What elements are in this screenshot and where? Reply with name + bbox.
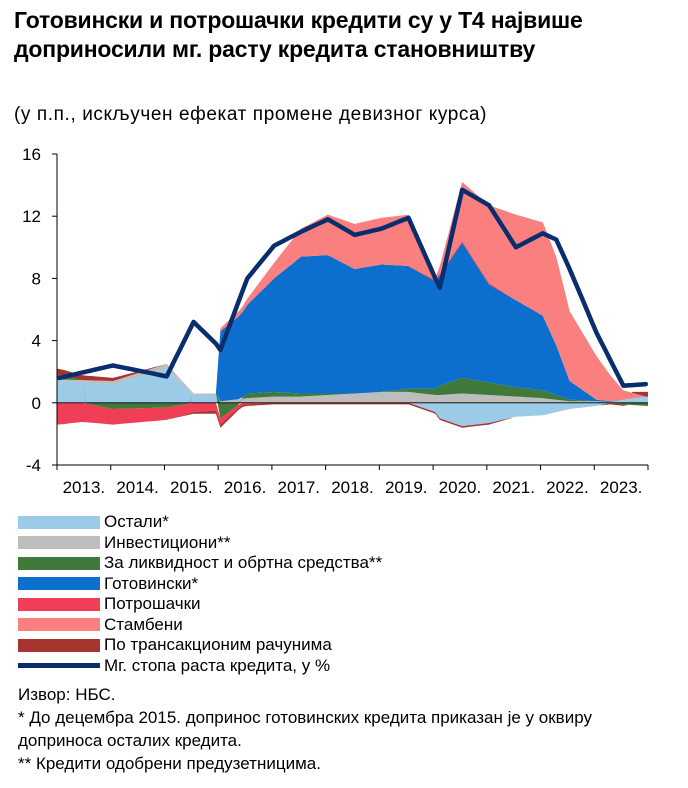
x-tick-label: 2014.	[116, 478, 159, 497]
legend-item: За ликвидност и обртна средства**	[18, 553, 382, 574]
x-tick-label: 2019.	[385, 478, 428, 497]
legend-swatch	[18, 663, 100, 669]
legend-item: Потрошачки	[18, 594, 382, 615]
area-series-6	[57, 182, 648, 402]
area-series-4	[57, 242, 648, 402]
y-tick-label: 8	[32, 269, 41, 288]
source-note: Извор: НБС.	[18, 685, 116, 704]
x-tick-label: 2017.	[277, 478, 320, 497]
chart-legend: Остали* Инвестициони** За ликвидност и обр…	[18, 512, 382, 676]
legend-swatch	[18, 536, 100, 550]
growth-line-layer	[56, 187, 649, 388]
legend-label: По трансакционим рачунима	[104, 635, 332, 655]
y-tick-label: 16	[22, 145, 41, 164]
legend-swatch	[18, 638, 100, 652]
legend-label: Готовински*	[104, 573, 199, 593]
legend-label: Инвестициони**	[104, 532, 231, 552]
y-tick-label: 12	[22, 207, 41, 226]
y-tick-label: 0	[32, 394, 41, 413]
y-tick-label: -4	[26, 456, 41, 475]
legend-swatch	[18, 556, 100, 570]
footnote-1: * До децембра 2015. допринос готовинских…	[18, 708, 592, 750]
legend-swatch	[18, 618, 100, 632]
x-tick-label: 2018.	[331, 478, 374, 497]
legend-label: Потрошачки	[104, 594, 201, 614]
y-tick-labels: -4 0 4 8 12 16	[22, 145, 41, 475]
legend-item: Стамбени	[18, 615, 382, 636]
y-tick-label: 4	[32, 332, 41, 351]
legend-label: За ликвидност и обртна средства**	[104, 553, 383, 573]
legend-item: По трансакционим рачунима	[18, 635, 382, 656]
x-tick-label: 2015.	[170, 478, 213, 497]
legend-item: Мг. стопа раста кредита, у %	[18, 656, 382, 677]
area-series-1	[57, 368, 648, 427]
chart-notes: Извор: НБС. * До децембра 2015. допринос…	[18, 683, 668, 775]
legend-swatch	[18, 577, 100, 591]
x-tick-label: 2023.	[600, 478, 643, 497]
chart-title: Готовински и потрошачки кредити су у Т4 …	[14, 7, 583, 62]
legend-label: Остали*	[104, 512, 169, 532]
legend-label: Стамбени	[104, 614, 183, 634]
legend-label: Мг. стопа раста кредита, у %	[104, 655, 331, 675]
legend-item: Готовински*	[18, 574, 382, 595]
x-tick-label: 2020.	[439, 478, 482, 497]
x-tick-label: 2016.	[224, 478, 267, 497]
stacked-areas	[57, 182, 648, 428]
x-tick-label: 2022.	[546, 478, 589, 497]
area-series-3	[57, 374, 648, 419]
chart-subtitle: (у п.п., искључен ефекат промене девизно…	[14, 104, 488, 125]
chart-svg: -4 0 4 8 12 16 2013. 2014. 2015. 2016. 2017. 2018.…	[22, 145, 649, 497]
area-series-2	[57, 363, 648, 403]
x-tick-labels: 2013. 2014. 2015. 2016. 2017. 2018. 2019. 2020.…	[63, 478, 643, 497]
legend-item: Инвестициони**	[18, 533, 382, 554]
legend-item: Остали*	[18, 512, 382, 533]
x-tick-label: 2013.	[63, 478, 106, 497]
chart-axes	[52, 153, 649, 470]
legend-swatch	[18, 515, 100, 529]
legend-swatch	[18, 597, 100, 611]
footnote-2: ** Кредити одобрени предузетницима.	[18, 754, 321, 773]
growth-rate-line	[56, 187, 649, 388]
x-tick-label: 2021.	[492, 478, 535, 497]
